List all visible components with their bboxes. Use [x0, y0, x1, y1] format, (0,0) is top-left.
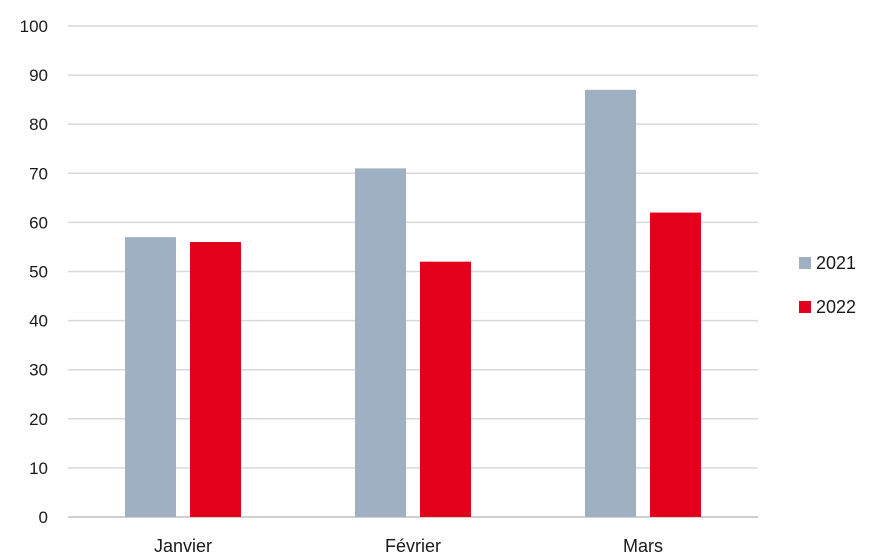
y-tick-label: 60 [29, 213, 48, 232]
y-tick-label: 50 [29, 263, 48, 282]
y-tick-label: 80 [29, 115, 48, 134]
x-category-label: Mars [623, 536, 663, 556]
y-tick-label: 20 [29, 410, 48, 429]
x-category-label: Février [385, 536, 441, 556]
x-category-label: Janvier [154, 536, 212, 556]
bars [125, 89, 701, 518]
y-axis-tick-labels: 0 10 20 30 40 50 60 70 80 90 100 [20, 17, 48, 527]
y-tick-label: 90 [29, 66, 48, 85]
bar-2021-février [355, 168, 406, 517]
legend: 2021 2022 [799, 253, 856, 317]
y-tick-label: 10 [29, 459, 48, 478]
legend-swatch-2022 [799, 301, 811, 313]
y-tick-label: 100 [20, 17, 48, 36]
bar-2022-février [420, 261, 471, 517]
gridlines [68, 25, 758, 518]
y-tick-label: 70 [29, 164, 48, 183]
legend-label-2021: 2021 [816, 253, 856, 273]
legend-label-2022: 2022 [816, 297, 856, 317]
y-tick-label: 40 [29, 312, 48, 331]
bar-2022-janvier [190, 242, 241, 518]
bar-2021-janvier [125, 237, 176, 517]
bar-2021-mars [585, 89, 636, 517]
y-tick-label: 30 [29, 361, 48, 380]
legend-swatch-2021 [799, 257, 811, 269]
bar-2022-mars [650, 212, 701, 517]
x-axis-category-labels: Janvier Février Mars [154, 536, 663, 556]
y-tick-label: 0 [39, 508, 48, 527]
